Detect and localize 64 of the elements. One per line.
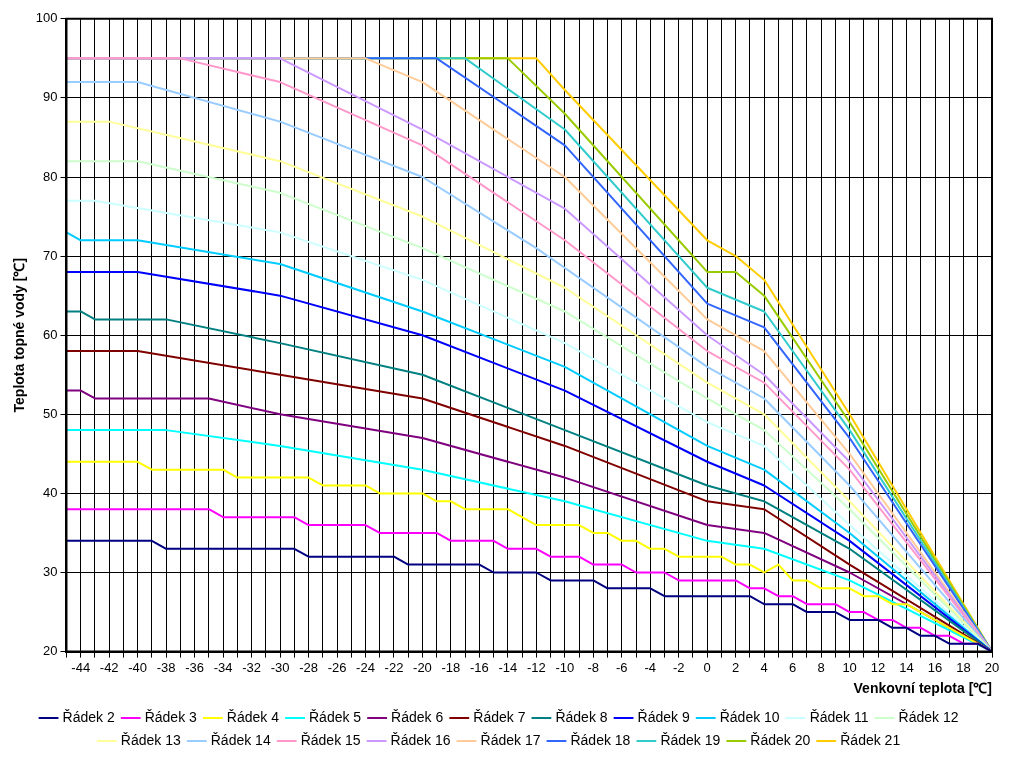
x-tick-label: -16 — [470, 659, 489, 675]
legend-label: Řádek 2 — [62, 708, 115, 725]
legend-label: Řádek 5 — [308, 708, 362, 725]
x-tick-label: -4 — [644, 659, 657, 675]
y-tick-label: 70 — [43, 247, 58, 263]
legend-label: Řádek 9 — [637, 708, 690, 725]
x-tick-label: -42 — [99, 659, 119, 675]
x-tick-label: 12 — [870, 659, 886, 675]
x-tick-label: -30 — [270, 659, 290, 675]
x-tick-label: -38 — [156, 659, 176, 675]
x-tick-label: -24 — [356, 659, 375, 675]
x-tick-label: 0 — [703, 659, 711, 675]
y-axis-title: Teplota topné vody [℃] — [11, 257, 28, 413]
x-tick-label: -8 — [587, 659, 600, 675]
legend-label: Řádek 19 — [660, 731, 721, 748]
x-tick-label: -34 — [213, 659, 233, 675]
legend-label: Řádek 7 — [473, 708, 526, 725]
x-tick-label: -6 — [616, 659, 628, 675]
y-tick-label: 40 — [43, 484, 58, 500]
y-tick-label: 90 — [43, 89, 58, 105]
x-tick-label: -12 — [526, 659, 546, 675]
x-tick-label: -44 — [71, 659, 91, 675]
y-tick-label: 30 — [43, 564, 58, 580]
x-tick-label: -36 — [185, 659, 205, 675]
x-tick-label: -40 — [128, 659, 148, 675]
y-tick-label: 20 — [43, 643, 58, 659]
legend-label: Řádek 15 — [300, 731, 361, 748]
x-axis-title: Venkovní teplota [℃] — [853, 680, 992, 697]
x-tick-label: -14 — [498, 659, 518, 675]
legend-label: Řádek 18 — [570, 731, 631, 748]
x-tick-label: 18 — [956, 659, 971, 675]
x-tick-label: 16 — [927, 659, 943, 675]
x-tick-label: 2 — [732, 659, 740, 675]
x-tick-label: 4 — [760, 659, 768, 675]
legend-label: Řádek 3 — [144, 708, 198, 725]
legend-label: Řádek 10 — [719, 708, 780, 725]
legend-label: Řádek 13 — [120, 731, 181, 748]
x-tick-label: 14 — [899, 659, 914, 675]
x-tick-label: -22 — [384, 659, 404, 675]
x-tick-label: -10 — [555, 659, 575, 675]
legend-label: Řádek 8 — [555, 708, 608, 725]
y-tick-label: 60 — [43, 326, 58, 342]
x-tick-label: -26 — [327, 659, 347, 675]
legend-label: Řádek 4 — [226, 708, 280, 725]
x-tick-label: -2 — [672, 659, 685, 675]
x-tick-label: 20 — [984, 659, 1000, 675]
legend-label: Řádek 6 — [391, 708, 444, 725]
y-tick-label: 80 — [43, 168, 58, 184]
legend-label: Řádek 17 — [480, 731, 541, 748]
legend-label: Řádek 16 — [390, 731, 451, 748]
x-tick-label: -18 — [441, 659, 461, 675]
y-tick-label: 100 — [35, 10, 58, 26]
legend-label: Řádek 21 — [840, 731, 901, 748]
x-tick-label: -32 — [242, 659, 261, 675]
legend-label: Řádek 14 — [210, 731, 271, 748]
x-tick-label: -28 — [299, 659, 318, 675]
x-tick-label: 8 — [817, 659, 825, 675]
legend-label: Řádek 11 — [809, 708, 869, 725]
x-tick-label: 10 — [842, 659, 857, 675]
legend-label: Řádek 20 — [750, 731, 811, 748]
legend-label: Řádek 12 — [898, 708, 959, 725]
x-tick-label: 6 — [789, 659, 797, 675]
y-tick-label: 50 — [43, 405, 58, 421]
x-tick-label: -20 — [413, 659, 432, 675]
